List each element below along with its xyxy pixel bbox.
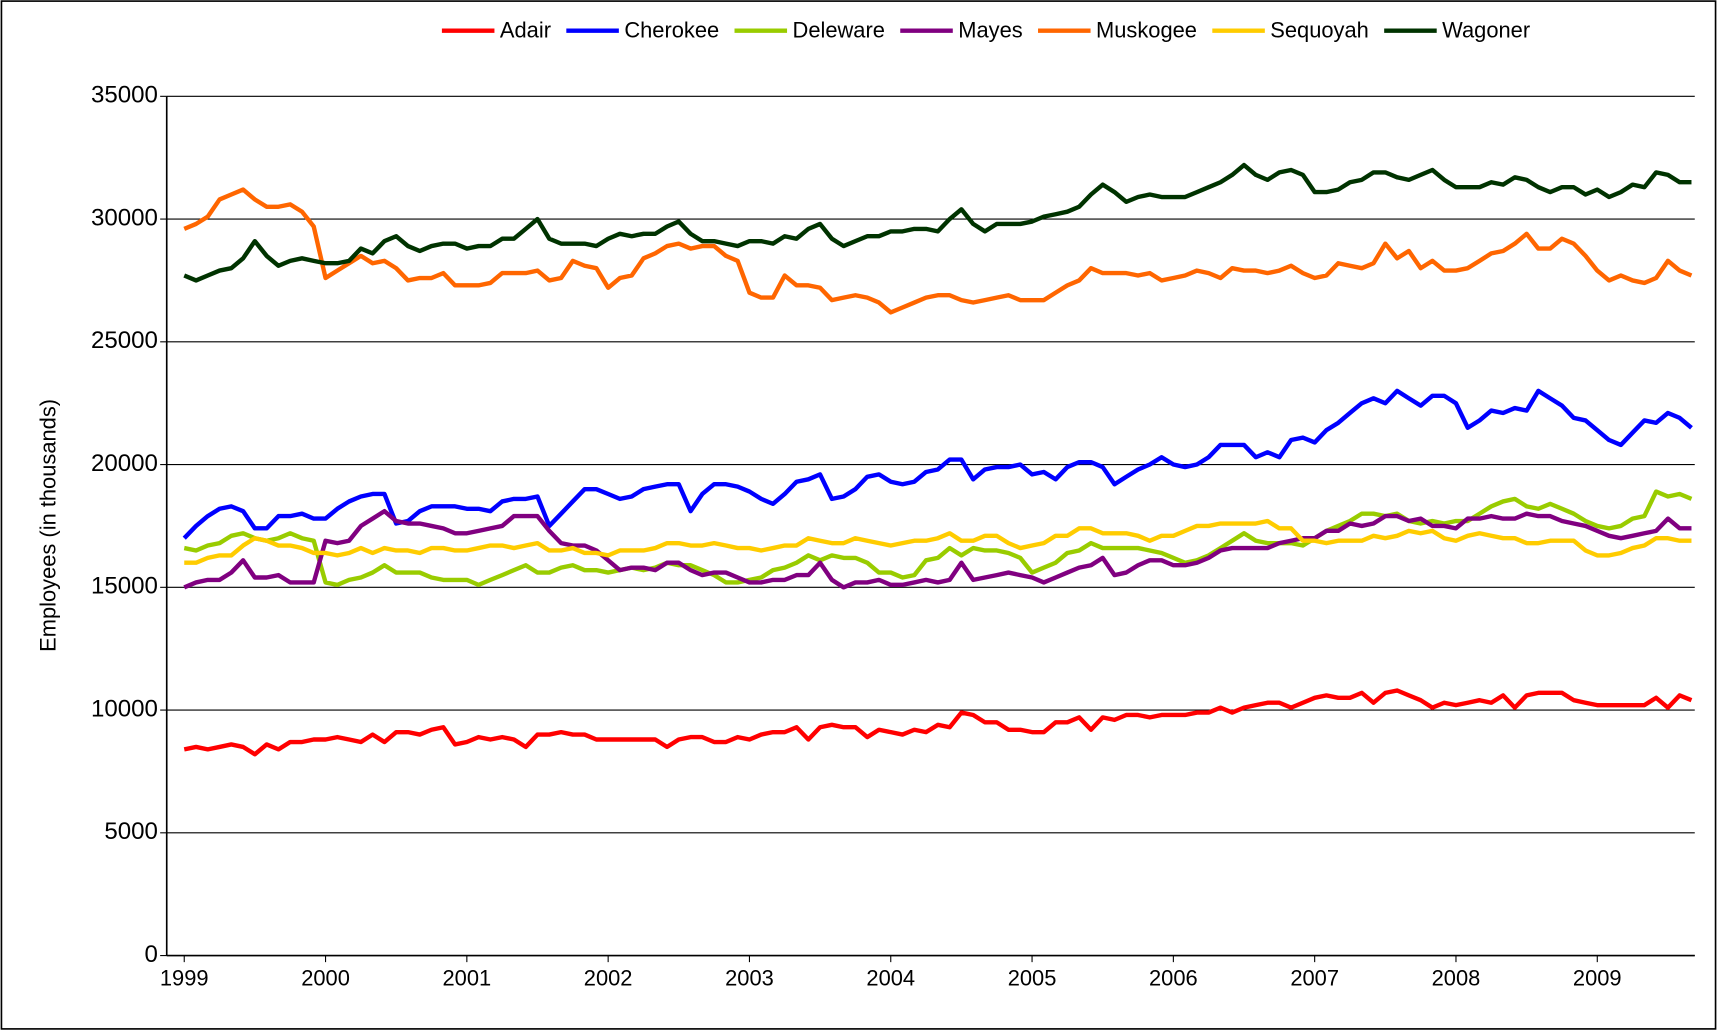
y-tick-label: 5000 bbox=[104, 818, 158, 845]
x-tick-label: 2002 bbox=[584, 965, 633, 990]
legend-label: Mayes bbox=[958, 18, 1022, 43]
y-axis-label: Employees (in thousands) bbox=[35, 399, 60, 652]
series-line bbox=[183, 187, 1693, 315]
y-tick-label: 20000 bbox=[91, 450, 158, 477]
legend-label: Adair bbox=[500, 18, 551, 43]
x-tick-label: 1999 bbox=[160, 965, 209, 990]
series-line bbox=[183, 489, 1693, 588]
x-tick-label: 2004 bbox=[866, 965, 915, 990]
series-line bbox=[182, 388, 1693, 540]
x-tick-label: 2009 bbox=[1573, 965, 1622, 990]
y-tick-label: 30000 bbox=[91, 204, 158, 231]
y-tick-label: 10000 bbox=[91, 695, 158, 722]
series-line bbox=[184, 518, 1692, 565]
y-tick-label: 25000 bbox=[91, 327, 158, 354]
y-tick-label: 35000 bbox=[91, 82, 158, 109]
legend-label: Cherokee bbox=[624, 18, 719, 43]
legend-label: Muskogee bbox=[1096, 18, 1197, 43]
x-tick-label: 2007 bbox=[1290, 965, 1339, 990]
y-tick-label: 0 bbox=[145, 941, 158, 968]
x-tick-label: 2006 bbox=[1149, 965, 1198, 990]
y-tick-label: 15000 bbox=[91, 573, 158, 600]
legend-label: Wagoner bbox=[1442, 18, 1530, 43]
x-tick-label: 2000 bbox=[301, 965, 350, 990]
series-line bbox=[183, 688, 1693, 757]
series-line bbox=[183, 162, 1692, 283]
x-tick-label: 2001 bbox=[443, 965, 492, 990]
series-line bbox=[183, 508, 1692, 590]
legend-label: Sequoyah bbox=[1270, 18, 1369, 43]
x-tick-label: 2008 bbox=[1432, 965, 1481, 990]
legend-label: Deleware bbox=[793, 18, 885, 43]
x-tick-label: 2003 bbox=[725, 965, 774, 990]
x-tick-label: 2005 bbox=[1008, 965, 1057, 990]
